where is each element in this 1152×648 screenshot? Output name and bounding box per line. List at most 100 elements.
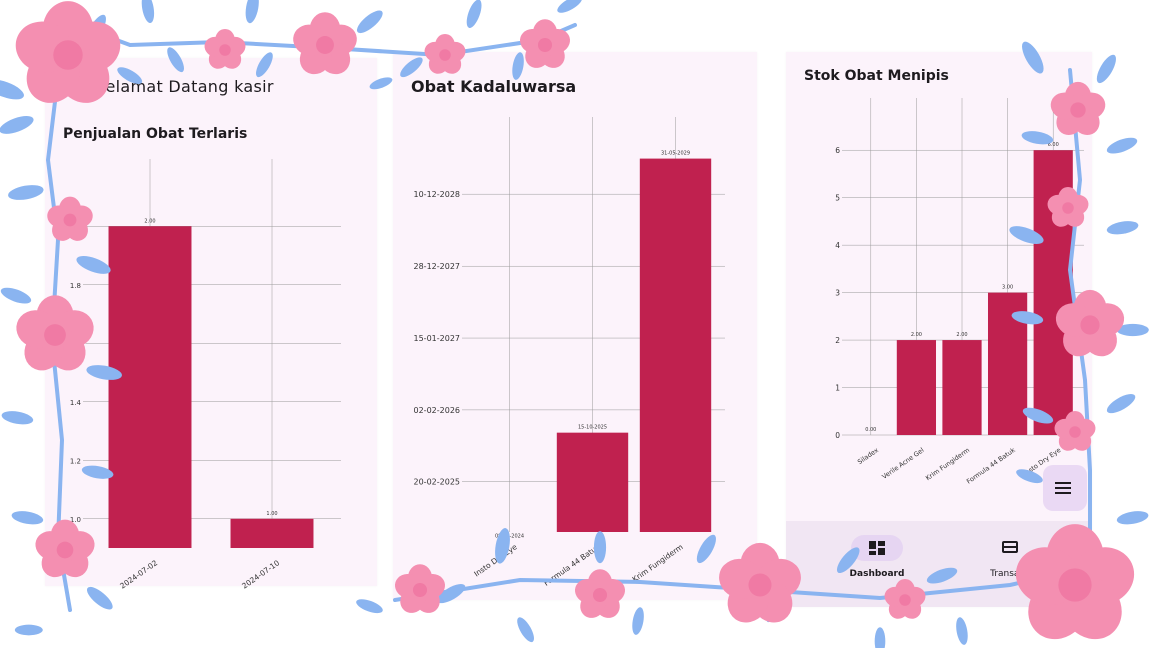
y-tick-label: 3 (835, 289, 840, 298)
bar-value-label: 31-05-2029 (661, 151, 690, 157)
leaf (8, 185, 44, 200)
leaf (356, 599, 383, 614)
leaf (14, 624, 43, 636)
y-tick-label: 2.0 (70, 223, 81, 231)
y-tick-label: 0 (835, 431, 840, 440)
y-tick-label: 1.8 (70, 282, 81, 290)
leaf (956, 617, 968, 645)
y-tick-label: 15-01-2027 (414, 334, 461, 343)
bar-value-label: 2.00 (956, 332, 967, 338)
leaf (86, 586, 113, 610)
flower-center (219, 44, 231, 56)
bar-value-label: 0.00 (865, 427, 876, 433)
flower-petal (42, 1, 94, 59)
bar (108, 226, 192, 548)
nav-dashboard-label: Dashboard (849, 569, 905, 579)
x-category-label: 2024-07-02 (118, 558, 159, 591)
flower-petal (293, 24, 328, 56)
expiry-bar-chart: 20-02-2025 02-02-2026 15-01-2027 28-12-2027… (414, 117, 725, 588)
leaf (86, 14, 106, 44)
leaf (1096, 54, 1116, 84)
leaf (0, 287, 32, 304)
leaf (632, 607, 644, 635)
y-tick-label: 1.6 (70, 340, 82, 348)
leaf (1106, 394, 1136, 414)
x-category-label: 2024-07-10 (240, 558, 281, 591)
leaf (245, 0, 259, 24)
leaf (1116, 323, 1149, 337)
leaf (766, 597, 783, 623)
stock-chart-panel: Stok Obat Menipis 0 1 2 3 4 5 6 0.00 Siladex 2.00… (786, 52, 1092, 607)
leaf (466, 0, 482, 28)
bottom-navigation-bar: Dashboard Transaksi (786, 521, 1092, 607)
nav-dashboard-indicator (851, 535, 903, 561)
leaf (0, 116, 34, 134)
flower-center (316, 36, 334, 54)
flower-petal (215, 28, 235, 52)
leaf (874, 627, 886, 648)
nav-transaksi[interactable]: Transaksi (956, 535, 1066, 579)
dashboard-icon (869, 541, 885, 555)
menu-icon (1055, 482, 1071, 484)
bar-value-label: 2.00 (144, 218, 155, 224)
bar-value-label: 1.00 (266, 511, 277, 517)
bar (230, 518, 314, 548)
credit-card-icon (1002, 541, 1018, 553)
sales-chart-title: Penjualan Obat Terlaris (63, 126, 248, 142)
flower-petal (223, 36, 246, 57)
y-tick-label: 02-02-2026 (414, 406, 461, 415)
leaf (11, 511, 44, 525)
y-tick-label: 5 (835, 194, 840, 203)
y-tick-label: 1.2 (70, 457, 81, 465)
y-tick-label: 20-02-2025 (414, 478, 461, 487)
x-category-label: Insto Dry Eye (472, 542, 519, 578)
y-tick-label: 1.4 (70, 399, 82, 407)
bar (987, 292, 1028, 435)
flower-petal (204, 36, 227, 57)
nav-transaksi-indicator (985, 535, 1037, 561)
x-category-label: Verile Acne Gel (881, 446, 926, 481)
x-category-label: Formula 44 Batuk (965, 446, 1017, 486)
leaf (0, 79, 24, 100)
y-tick-label: 1.0 (70, 516, 81, 524)
sales-bar-chart: 1.0 1.2 1.4 1.6 1.8 2.0 2.00 2024-07-02 1.00 2024… (70, 159, 341, 591)
expiry-chart-title: Obat Kadaluwarsa (411, 77, 577, 96)
bar (556, 432, 629, 532)
x-category-label: Krim Fungiderm (924, 446, 971, 482)
sales-chart-panel: Selamat Datang kasir Penjualan Obat Terl… (45, 58, 377, 591)
bar-value-label: 15-10-2025 (578, 425, 607, 431)
leaf (141, 0, 155, 23)
y-tick-label: 6 (835, 146, 840, 155)
leaf (1, 411, 34, 425)
bar-value-label: 6.00 (1048, 142, 1059, 148)
leaf (517, 617, 534, 643)
menu-fab-button[interactable] (1043, 465, 1087, 511)
leaf (356, 10, 383, 34)
expiry-chart-panel: Obat Kadaluwarsa 20-02-2025 02-02-2026 15-… (393, 52, 757, 600)
bar (942, 340, 982, 435)
leaf (1106, 137, 1138, 154)
leaf (1116, 511, 1149, 525)
nav-dashboard[interactable]: Dashboard (822, 535, 932, 579)
bar (896, 340, 937, 435)
stock-bar-chart: 0 1 2 3 4 5 6 0.00 Siladex 2.00 Verile Acne Gel 2.0… (835, 98, 1084, 486)
vine (60, 18, 577, 58)
flower-petal (309, 12, 341, 47)
x-category-label: Formula 44 Batuk (542, 542, 602, 588)
bar-value-label: 2.00 (911, 332, 922, 338)
y-tick-label: 4 (835, 241, 840, 250)
bar (639, 158, 712, 532)
y-tick-label: 1 (835, 384, 840, 393)
x-category-label: Krim Fungiderm (631, 542, 685, 584)
bar-value-label: 08-05-2024 (495, 533, 524, 539)
leaf (557, 0, 583, 13)
leaf (1106, 221, 1139, 235)
flower-center (537, 37, 553, 53)
flower-petal (322, 24, 357, 56)
bar-value-label: 3.00 (1002, 285, 1013, 291)
stock-chart-title: Stok Obat Menipis (804, 68, 949, 84)
y-tick-label: 2 (835, 336, 840, 345)
y-tick-label: 28-12-2027 (414, 262, 461, 271)
bar (1033, 150, 1073, 435)
x-category-label: Siladex (856, 446, 880, 466)
